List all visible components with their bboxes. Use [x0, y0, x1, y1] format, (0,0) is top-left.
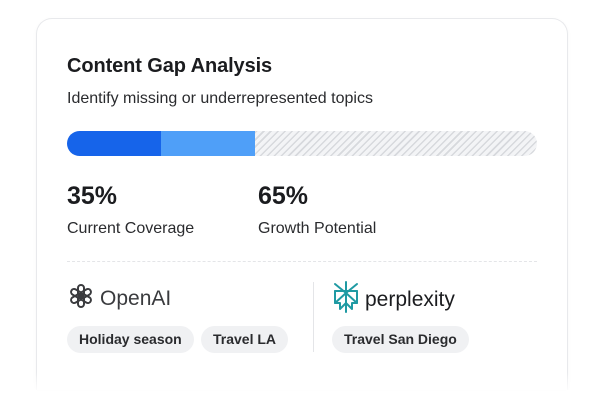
growth-potential-value: 65% [258, 182, 309, 210]
openai-name: OpenAI [100, 286, 172, 310]
current-coverage-segment [67, 131, 161, 156]
section-divider [67, 261, 537, 262]
bottom-fade [30, 372, 575, 402]
openai-brand: OpenAI [67, 282, 171, 315]
current-coverage-value: 35% [67, 182, 118, 210]
platform-divider [313, 282, 314, 352]
current-coverage-label: Current Coverage [67, 220, 195, 237]
growth-potential-segment [161, 131, 255, 156]
topic-chip-holiday-season[interactable]: Holiday season [67, 326, 194, 353]
perplexity-brand: perplexity [332, 281, 455, 318]
perplexity-logo-icon [332, 281, 360, 318]
topic-chip-travel-san-diego[interactable]: Travel San Diego [332, 326, 469, 353]
card-title: Content Gap Analysis [67, 55, 273, 77]
growth-potential-label: Growth Potential [258, 220, 377, 237]
perplexity-name: perplexity [365, 287, 455, 311]
topic-chip-travel-la[interactable]: Travel LA [201, 326, 289, 353]
openai-logo-icon [67, 282, 95, 315]
coverage-progress-bar [67, 131, 537, 156]
card-subtitle: Identify missing or underrepresented top… [67, 90, 373, 107]
